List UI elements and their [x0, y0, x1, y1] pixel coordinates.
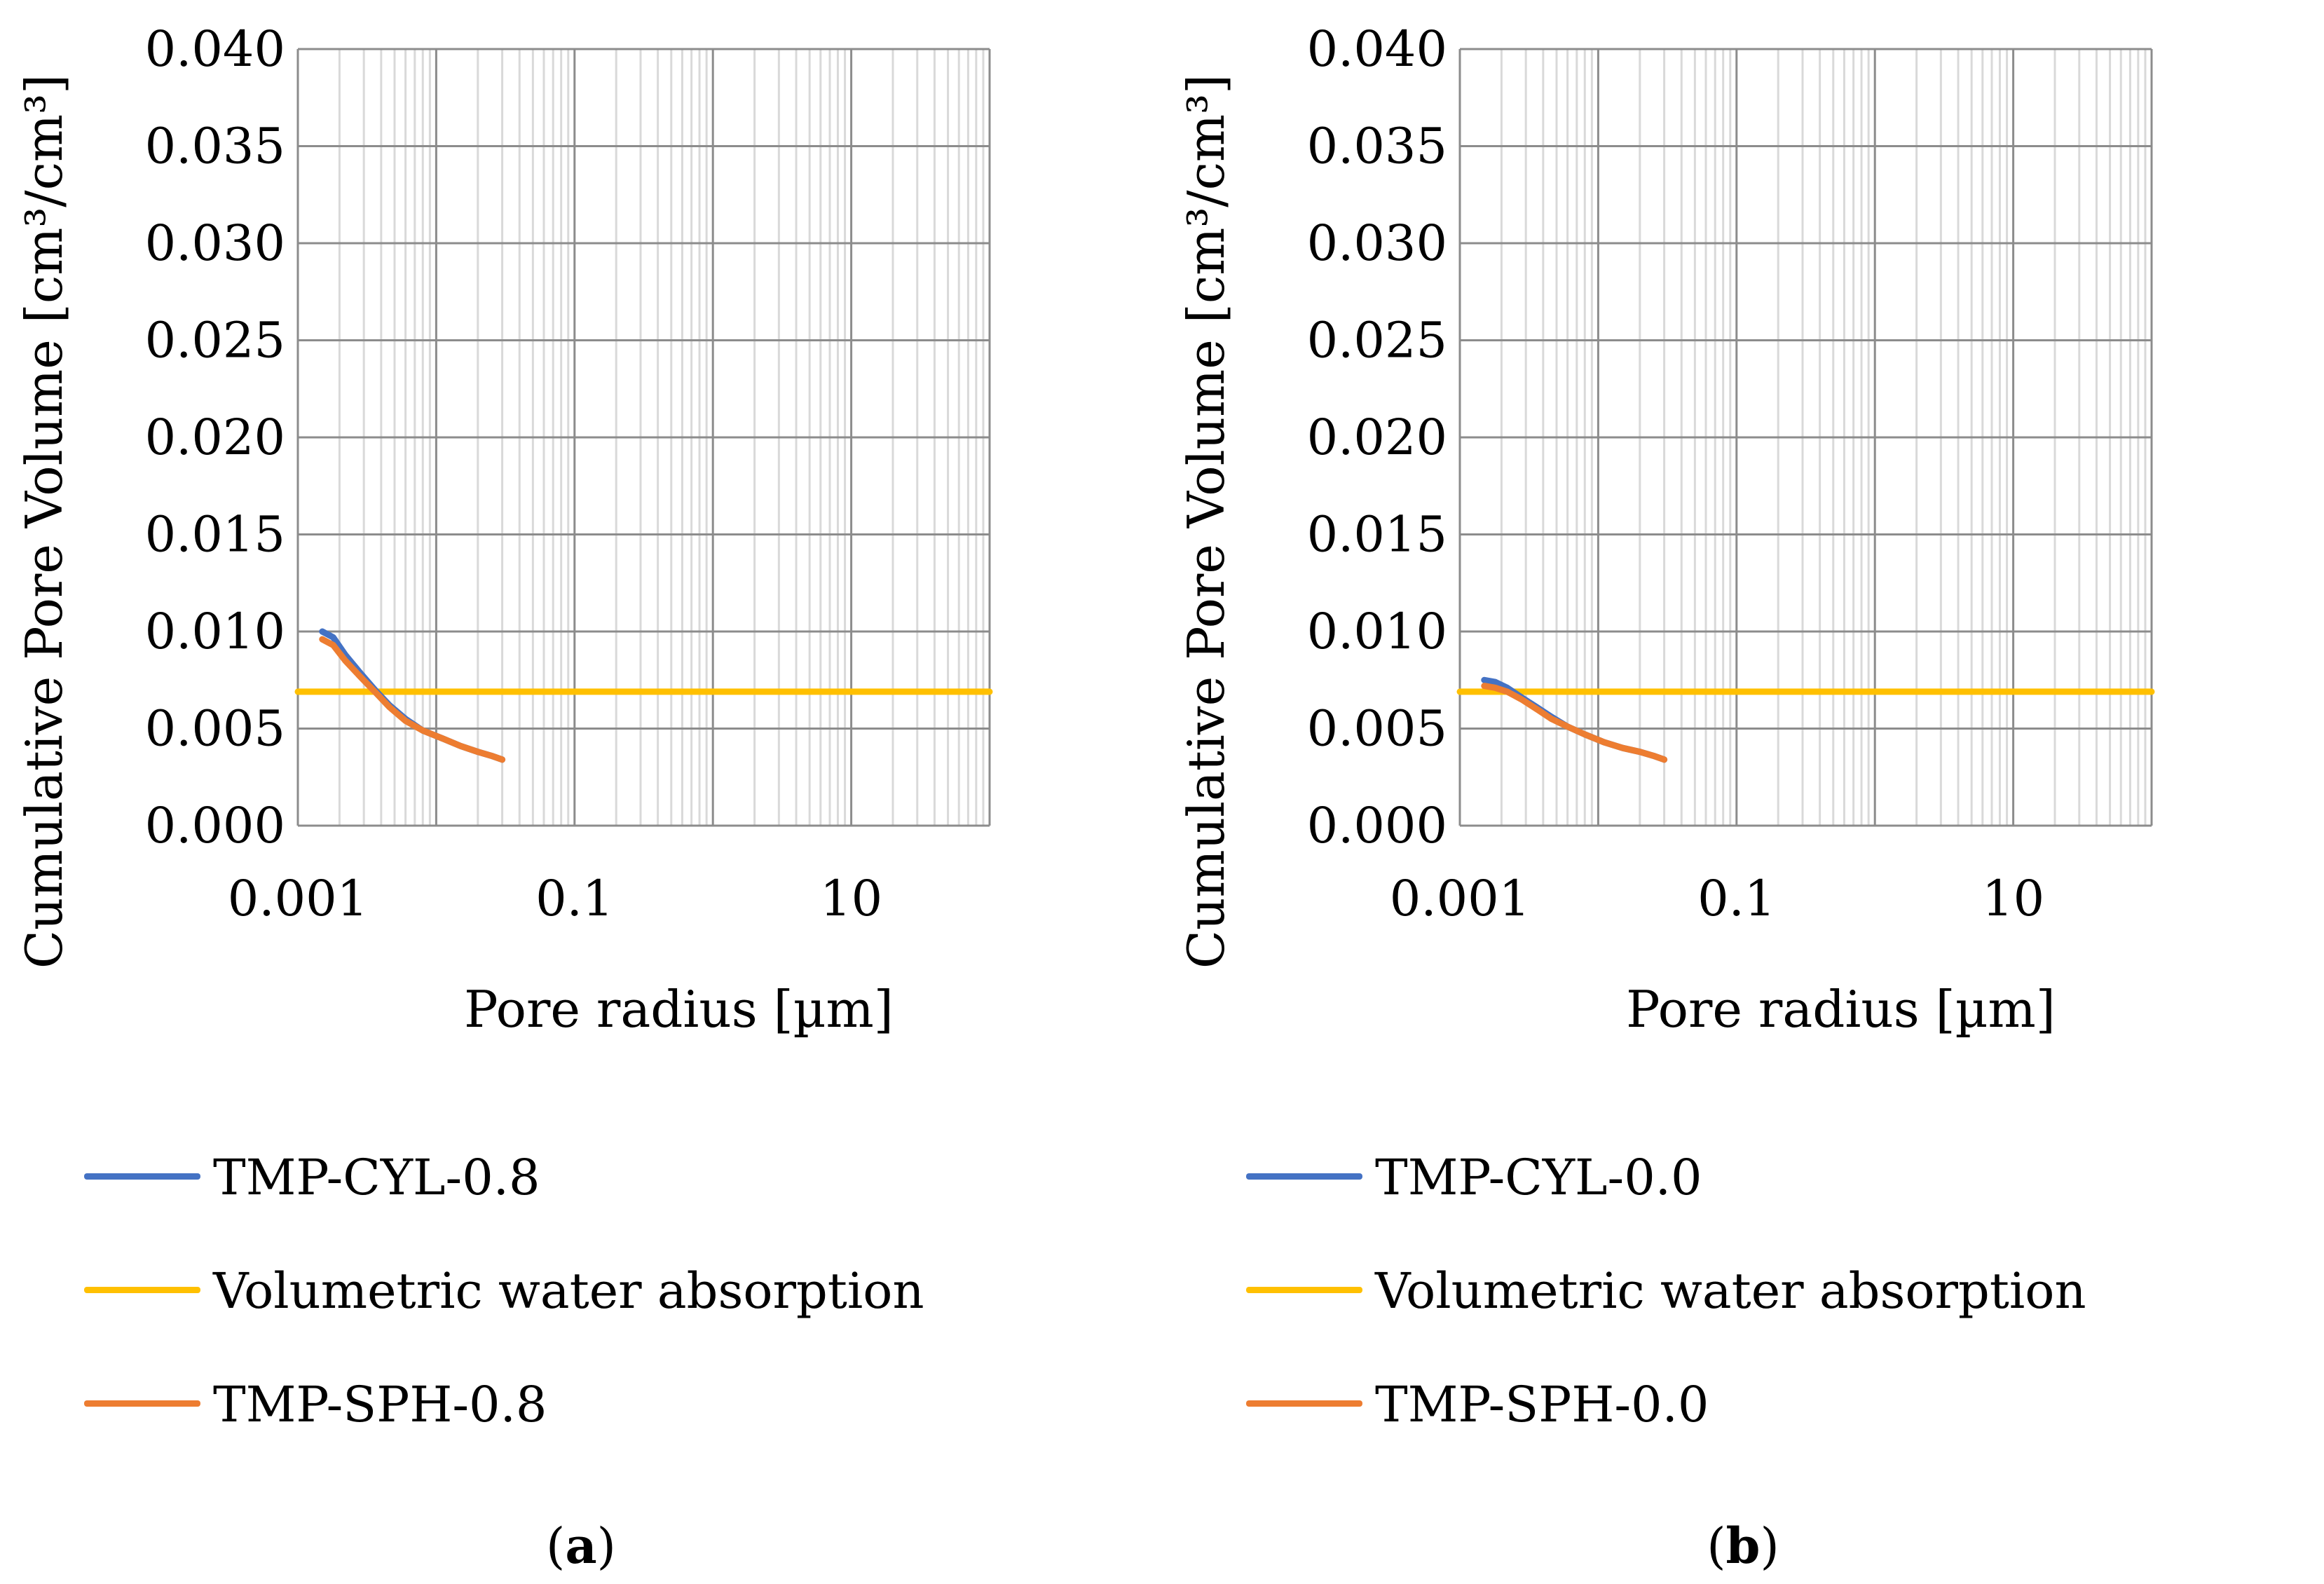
y-tick-label: 0.035 — [1307, 118, 1447, 175]
y-tick-label: 0.025 — [145, 312, 285, 369]
legend-label: TMP-CYL-0.8 — [213, 1149, 540, 1206]
series-line-tmp-sph-0-0 — [1481, 683, 1668, 763]
series-line-tmp-cyl-0-8 — [319, 628, 506, 763]
legend-swatch — [1246, 1287, 1362, 1293]
gridlines — [296, 48, 991, 827]
y-tick-label: 0.015 — [1307, 506, 1447, 564]
legend-swatch — [1246, 1173, 1362, 1180]
y-tick-label: 0.020 — [1307, 409, 1447, 466]
panel-caption-b: (b) — [1707, 1517, 1779, 1575]
y-tick-label: 0.035 — [145, 118, 285, 175]
x-axis-title: Pore radius [µm] — [464, 980, 894, 1039]
y-tick-label: 0.040 — [1307, 20, 1447, 78]
x-tick-label: 10 — [1982, 870, 2044, 927]
panel-caption-a: (a) — [546, 1517, 616, 1575]
x-tick-label: 0.001 — [228, 870, 368, 927]
y-tick-label: 0.000 — [1307, 797, 1447, 854]
y-tick-label: 0.030 — [145, 214, 285, 272]
y-tick-label: 0.030 — [1307, 214, 1447, 272]
legend-swatch — [1246, 1400, 1362, 1407]
y-axis-title: Cumulative Pore Volume [cm³/cm³] — [1177, 74, 1236, 969]
y-tick-label: 0.040 — [145, 20, 285, 78]
legend-swatch — [84, 1287, 200, 1293]
y-tick-label: 0.015 — [145, 506, 285, 564]
y-tick-label: 0.000 — [145, 797, 285, 854]
chart-a: 0.000 0.005 0.010 0.015 0.020 0.025 0.030 0.035… — [15, 20, 993, 1039]
x-tick-label: 0.1 — [1697, 870, 1775, 927]
series-line-tmp-sph-0-8 — [319, 636, 506, 763]
y-tick-label: 0.020 — [145, 409, 285, 466]
y-tick-label: 0.025 — [1307, 312, 1447, 369]
legend-label: Volumetric water absorption — [1375, 1262, 2086, 1320]
legend-swatch — [84, 1173, 200, 1180]
gridlines — [1458, 48, 2153, 827]
y-tick-label: 0.005 — [1307, 700, 1447, 758]
y-tick-label: 0.010 — [1307, 603, 1447, 660]
legend-swatch — [84, 1400, 200, 1407]
legend-label: Volumetric water absorption — [213, 1262, 924, 1320]
legend-label: TMP-SPH-0.8 — [213, 1376, 547, 1433]
caption-letter: a — [565, 1517, 597, 1575]
x-tick-label: 0.001 — [1390, 870, 1530, 927]
x-tick-label: 0.1 — [535, 870, 613, 927]
x-tick-label: 10 — [820, 870, 882, 927]
caption-letter: b — [1725, 1517, 1761, 1575]
chart-b: 0.000 0.005 0.010 0.015 0.020 0.025 0.030 0.035… — [1177, 20, 2155, 1039]
y-tick-label: 0.005 — [145, 700, 285, 758]
chart-panel-a: 0.000 0.005 0.010 0.015 0.020 0.025 0.030 0.035… — [15, 20, 993, 1575]
y-tick-label: 0.010 — [145, 603, 285, 660]
y-axis-title: Cumulative Pore Volume [cm³/cm³] — [15, 74, 74, 969]
chart-panel-b: 0.000 0.005 0.010 0.015 0.020 0.025 0.030 0.035… — [1162, 0, 2324, 1584]
legend-label: TMP-SPH-0.0 — [1375, 1376, 1709, 1433]
legend-label: TMP-CYL-0.0 — [1375, 1149, 1702, 1206]
x-axis-title: Pore radius [µm] — [1626, 980, 2056, 1039]
